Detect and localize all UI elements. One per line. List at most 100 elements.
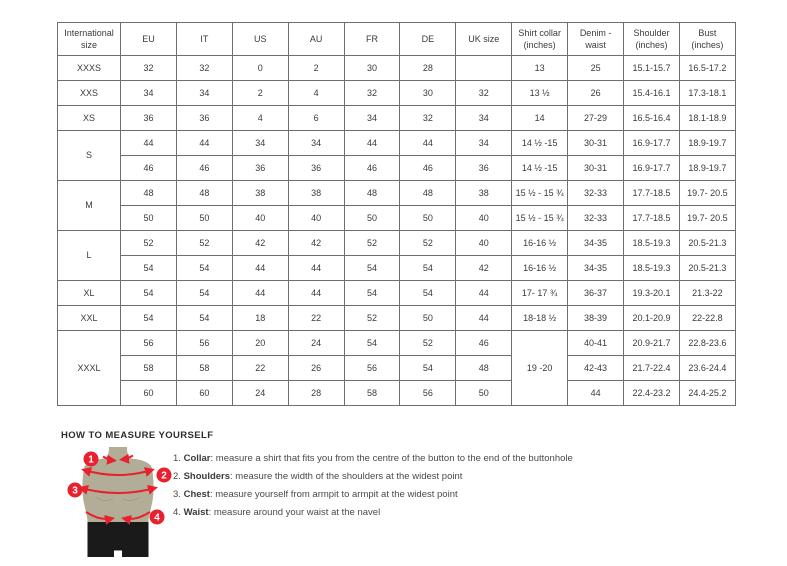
table-cell: 22 bbox=[287, 305, 345, 331]
table-cell: 50 bbox=[120, 205, 177, 231]
svg-text:1: 1 bbox=[88, 455, 94, 466]
table-cell: 18.5-19.3 bbox=[623, 230, 680, 256]
table-cell: 16-16 ½ bbox=[511, 255, 569, 281]
table-cell: 34 bbox=[287, 130, 345, 156]
table-cell: 36 bbox=[231, 155, 289, 181]
table-cell: 52 bbox=[175, 230, 233, 256]
table-cell: 34 bbox=[343, 105, 401, 131]
table-cell: 18.9-19.7 bbox=[678, 130, 736, 156]
mannequin-illustration-icon: 1 2 3 4 bbox=[67, 447, 172, 557]
table-row: M 48 48 38 38 48 48 38 15 ½ - 15 ¾ 32-33 17.7-18.5… bbox=[57, 180, 736, 231]
table-cell: 34 bbox=[455, 130, 513, 156]
table-cell: 22 bbox=[231, 355, 289, 381]
table-cell: 54 bbox=[175, 280, 233, 306]
table-cell: 34 bbox=[455, 105, 513, 131]
table-cell: 32 bbox=[175, 55, 233, 81]
table-cell: 48 bbox=[399, 180, 457, 206]
table-cell: 22.8-23.6 bbox=[678, 330, 736, 356]
table-cell: 0 bbox=[231, 55, 289, 81]
table-cell: 58 bbox=[120, 355, 177, 381]
table-cell: 30 bbox=[399, 80, 457, 106]
size-table: International size EU IT US AU FR DE UK size Shi… bbox=[57, 22, 736, 406]
table-cell: 48 bbox=[455, 355, 513, 381]
table-cell: L bbox=[57, 230, 121, 281]
table-cell: 16.9-17.7 bbox=[623, 155, 680, 181]
table-cell: 44 bbox=[287, 280, 345, 306]
table-cell: 52 bbox=[399, 230, 457, 256]
table-cell: 19 -20 bbox=[511, 330, 569, 406]
table-cell: 44 bbox=[287, 255, 345, 281]
table-cell: 19.7- 20.5 bbox=[678, 180, 736, 206]
table-cell: 18.9-19.7 bbox=[678, 155, 736, 181]
table-cell: 20.1-20.9 bbox=[623, 305, 680, 331]
table-cell: 19.3-20.1 bbox=[623, 280, 680, 306]
table-cell: 38 bbox=[231, 180, 289, 206]
table-cell: 40-41 bbox=[567, 330, 625, 356]
table-cell: 50 bbox=[343, 205, 401, 231]
table-cell: 60 bbox=[120, 380, 177, 406]
table-cell: 14 ½ -15 bbox=[511, 155, 569, 181]
table-cell: 44 bbox=[231, 280, 289, 306]
table-cell: 27-29 bbox=[567, 105, 625, 131]
table-cell: 42 bbox=[287, 230, 345, 256]
table-cell: 44 bbox=[343, 130, 401, 156]
table-cell: 21.3-22 bbox=[678, 280, 736, 306]
table-cell: 21.7-22.4 bbox=[623, 355, 680, 381]
table-cell: 56 bbox=[343, 355, 401, 381]
table-cell: 2 bbox=[287, 55, 345, 81]
measure-step-waist: 4. Waist: measure around your waist at t… bbox=[173, 504, 643, 522]
table-cell: 13 bbox=[511, 55, 569, 81]
table-cell: 44 bbox=[399, 130, 457, 156]
table-cell: 20.5-21.3 bbox=[678, 230, 736, 256]
table-row: XXL 54 54 18 22 52 50 44 18-18 ½ 38-39 20.1-20.9 22… bbox=[57, 305, 736, 331]
table-cell: 17.7-18.5 bbox=[623, 205, 680, 231]
table-cell: 34 bbox=[120, 80, 177, 106]
table-cell: 32 bbox=[120, 55, 177, 81]
table-cell: 15 ½ - 15 ¾ bbox=[511, 205, 569, 231]
table-cell: 50 bbox=[399, 305, 457, 331]
table-cell: 22-22.8 bbox=[678, 305, 736, 331]
table-cell: XXXL bbox=[57, 330, 121, 406]
column-header: FR bbox=[343, 22, 401, 56]
step-text: : measure yourself from armpit to armpit… bbox=[209, 489, 458, 500]
table-cell: 34-35 bbox=[567, 255, 625, 281]
table-cell: 56 bbox=[120, 330, 177, 356]
measure-step-chest: 3. Chest: measure yourself from armpit t… bbox=[173, 486, 643, 504]
table-cell: 46 bbox=[343, 155, 401, 181]
table-cell: 52 bbox=[120, 230, 177, 256]
table-cell: 44 bbox=[455, 305, 513, 331]
column-header: Bust (inches) bbox=[678, 22, 736, 56]
table-cell: 60 bbox=[175, 380, 233, 406]
table-cell: 18.5-19.3 bbox=[623, 255, 680, 281]
table-cell: XL bbox=[57, 280, 121, 306]
table-cell: 44 bbox=[567, 380, 625, 406]
table-cell: 14 bbox=[511, 105, 569, 131]
table-cell: 48 bbox=[343, 180, 401, 206]
table-cell: 54 bbox=[343, 330, 401, 356]
table-cell: 54 bbox=[343, 255, 401, 281]
table-row: L 52 52 42 42 52 52 40 16-16 ½ 34-35 18.5-19.3 20.5… bbox=[57, 230, 736, 281]
svg-text:2: 2 bbox=[161, 471, 167, 482]
column-header: DE bbox=[399, 22, 457, 56]
table-row: 50 50 40 40 50 50 40 15 ½ - 15 ¾ 32-33 17.7-18.5 1… bbox=[58, 205, 736, 231]
table-cell: 18.1-18.9 bbox=[678, 105, 736, 131]
table-cell: 46 bbox=[120, 155, 177, 181]
table-cell: 46 bbox=[455, 330, 513, 356]
badge-shoulders-2: 2 bbox=[156, 467, 172, 483]
table-header-row: International size EU IT US AU FR DE UK size Shi… bbox=[57, 22, 736, 56]
measure-section-title: HOW TO MEASURE YOURSELF bbox=[61, 430, 214, 441]
table-cell: 38 bbox=[455, 180, 513, 206]
svg-text:4: 4 bbox=[154, 513, 160, 524]
measure-step-collar: 1. Collar: measure a shirt that fits you… bbox=[173, 450, 643, 468]
table-cell: 38 bbox=[287, 180, 345, 206]
table-cell: 36-37 bbox=[567, 280, 625, 306]
table-cell: 15.4-16.1 bbox=[623, 80, 680, 106]
table-cell: 30-31 bbox=[567, 155, 625, 181]
table-cell: 26 bbox=[287, 355, 345, 381]
size-chart-section: International size EU IT US AU FR DE UK size Shi… bbox=[57, 22, 736, 406]
table-cell: 42 bbox=[455, 255, 513, 281]
table-cell: 50 bbox=[175, 205, 233, 231]
table-cell: 16.9-17.7 bbox=[623, 130, 680, 156]
table-row: XXXS 32 32 0 2 30 28 13 25 15.1-15.7 16.5-17.2 bbox=[57, 55, 736, 81]
table-cell: 38-39 bbox=[567, 305, 625, 331]
